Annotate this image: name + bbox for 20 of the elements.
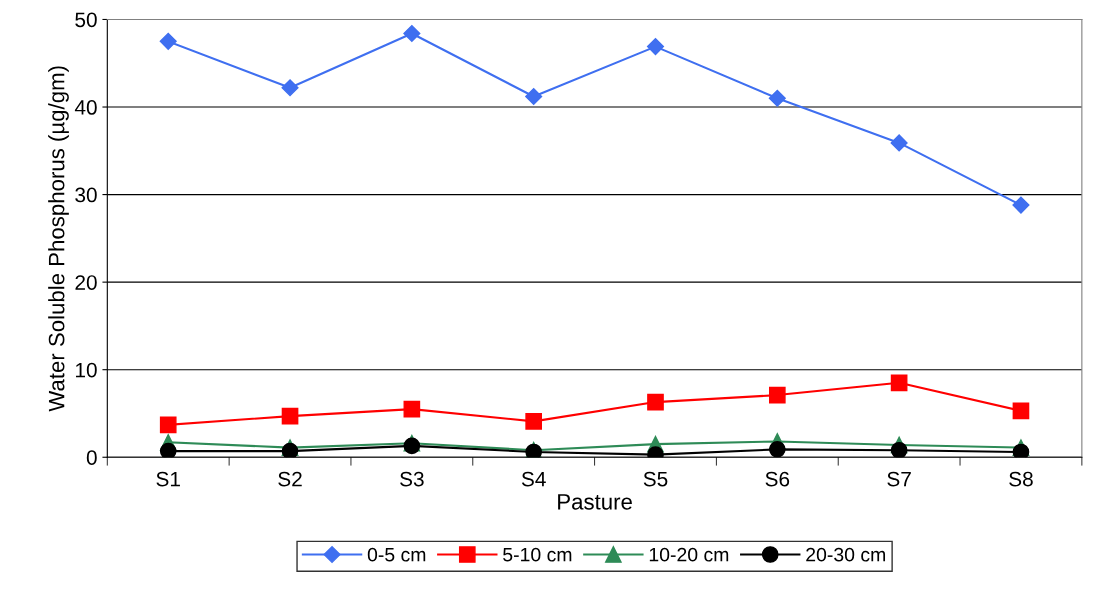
x-tick-label: S1 bbox=[156, 471, 180, 487]
x-tick-label: S7 bbox=[887, 471, 911, 487]
x-axis-title: Pasture bbox=[558, 494, 632, 510]
y-tick-label: 20 bbox=[75, 275, 97, 290]
x-tick-label: S3 bbox=[400, 471, 424, 487]
y-tick-label: 0 bbox=[86, 450, 97, 465]
x-tick-label: S5 bbox=[643, 471, 668, 487]
x-tick-label: S2 bbox=[278, 471, 302, 487]
y-tick-label: 40 bbox=[74, 100, 97, 115]
legend-label: 10-20 cm bbox=[649, 547, 729, 562]
legend-label: 5-10 cm bbox=[503, 547, 572, 562]
y-tick-label: 10 bbox=[76, 362, 97, 378]
y-tick-label: 50 bbox=[75, 12, 97, 28]
x-tick-label: S8 bbox=[1009, 471, 1033, 487]
x-tick-label: S4 bbox=[521, 471, 546, 487]
y-axis-title: Water Soluble Phosphorus (µg/gm) bbox=[48, 66, 69, 412]
x-tick-label: S6 bbox=[765, 471, 790, 487]
legend-label: 20-30 cm bbox=[806, 547, 886, 562]
y-tick-label: 30 bbox=[75, 187, 97, 203]
legend-label: 0-5 cm bbox=[367, 547, 426, 562]
